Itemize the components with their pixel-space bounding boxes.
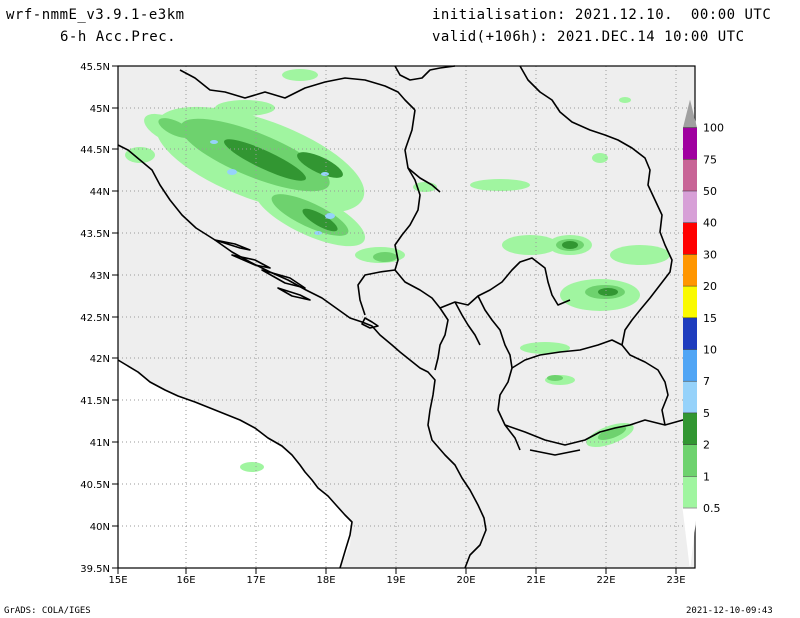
lon-label: 15E: [108, 575, 127, 586]
colorbar-label: 1: [703, 470, 710, 483]
colorbar-swatch: [683, 159, 697, 191]
precip-patches: [125, 69, 670, 472]
colorbar-top-arrow: [683, 99, 697, 128]
footer-timestamp: 2021-12-10-09:43: [686, 606, 773, 616]
colorbar-swatch: [683, 412, 697, 445]
lon-label: 23E: [666, 575, 685, 586]
colorbar-label: 75: [703, 153, 717, 166]
colorbar-label: 40: [703, 217, 717, 230]
colorbar-label: 15: [703, 312, 717, 325]
lon-label: 16E: [176, 575, 195, 586]
tick-marks: [112, 65, 677, 574]
title-field: 6-h Acc.Prec.: [60, 29, 177, 45]
colorbar-swatch: [683, 127, 697, 160]
colorbar-swatch: [683, 191, 697, 223]
lat-label: 40N: [90, 522, 110, 533]
colorbar-label: 100: [703, 122, 724, 135]
lon-label: 18E: [316, 575, 335, 586]
colorbar-swatch: [683, 286, 697, 318]
lon-label: 21E: [526, 575, 545, 586]
lon-label: 17E: [246, 575, 265, 586]
colorbar-swatch: [683, 317, 697, 350]
lat-label: 43.5N: [80, 229, 110, 240]
lat-label: 40.5N: [80, 480, 110, 491]
colorbar-label: 30: [703, 248, 717, 261]
colorbar-swatch: [683, 254, 697, 287]
lat-label: 44N: [90, 187, 110, 198]
colorbar-swatch: [683, 444, 697, 477]
lat-label: 41.5N: [80, 396, 110, 407]
colorbar-swatch: [683, 476, 697, 508]
colorbar-label: 2: [703, 439, 710, 452]
colorbar: 0.5 1 2 5 7 10 15 20 30 40 50 75 100: [682, 99, 724, 567]
init-time: initialisation: 2021.12.10. 00:00 UTC: [432, 7, 772, 23]
lat-label: 44.5N: [80, 145, 110, 156]
lat-label: 45N: [90, 104, 110, 115]
colorbar-swatch: [683, 349, 697, 382]
coastlines-borders: [117, 65, 691, 569]
colorbar-label: 7: [703, 375, 710, 388]
italy-landmass: [118, 66, 352, 568]
lat-label: 41N: [90, 438, 110, 449]
colorbar-label: 50: [703, 185, 717, 198]
colorbar-label: 20: [703, 280, 717, 293]
title-model: wrf-nmmE_v3.9.1-e3km: [6, 7, 185, 23]
lon-label: 22E: [596, 575, 615, 586]
colorbar-label: 5: [703, 407, 710, 420]
lat-label: 42.5N: [80, 313, 110, 324]
footer-credit: GrADS: COLA/IGES: [4, 606, 91, 616]
valid-time: valid(+106h): 2021.DEC.14 10:00 UTC: [432, 29, 745, 45]
lat-label: 42N: [90, 354, 110, 365]
colorbar-swatch: [683, 381, 697, 413]
graticule: [118, 66, 695, 568]
colorbar-label: 10: [703, 344, 717, 357]
lat-label: 39.5N: [80, 564, 110, 575]
lat-label: 43N: [90, 271, 110, 282]
lon-label: 20E: [456, 575, 475, 586]
lat-label: 45.5N: [80, 62, 110, 73]
colorbar-label: 0.5: [703, 502, 721, 515]
lon-label: 19E: [386, 575, 405, 586]
colorbar-swatch: [683, 222, 697, 255]
